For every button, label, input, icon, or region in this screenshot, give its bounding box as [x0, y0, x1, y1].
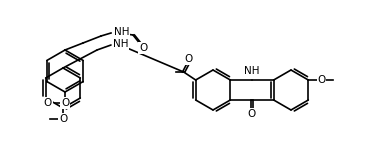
- Text: O: O: [317, 75, 325, 85]
- Text: O: O: [44, 98, 52, 108]
- Text: NH: NH: [244, 66, 260, 76]
- Text: O: O: [139, 43, 147, 53]
- Text: O: O: [248, 109, 256, 119]
- Text: O: O: [59, 114, 67, 124]
- Text: O: O: [61, 98, 69, 108]
- Text: NH: NH: [114, 27, 129, 37]
- Text: NH: NH: [113, 39, 128, 49]
- Text: O: O: [184, 54, 193, 64]
